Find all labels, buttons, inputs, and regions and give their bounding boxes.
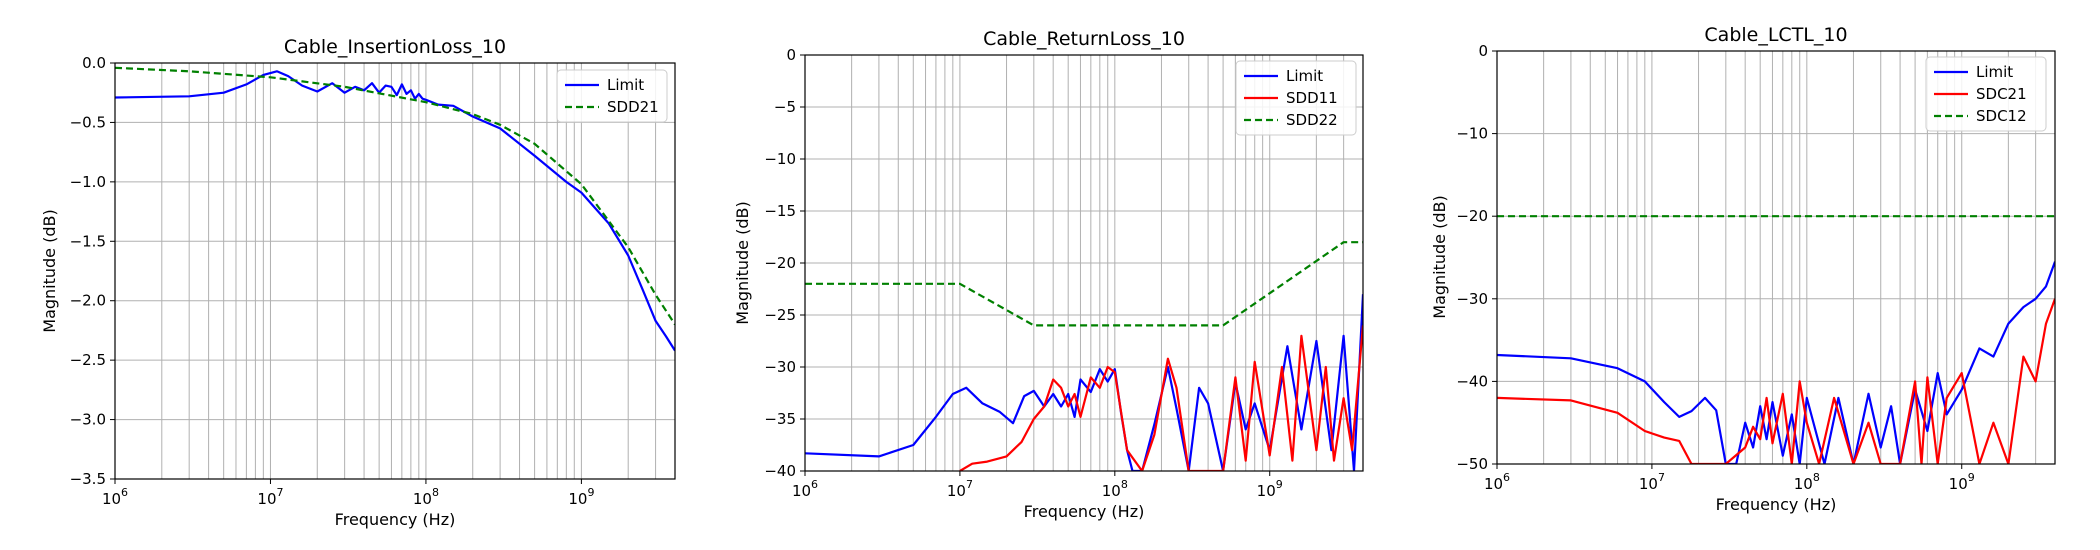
legend-box — [1925, 56, 2047, 132]
x-tick-label: 108 — [1102, 478, 1128, 500]
series-layer — [805, 241, 1363, 471]
y-tick-label: −1.5 — [70, 232, 106, 250]
y-tick-label: −2.0 — [70, 292, 106, 310]
y-tick-label: −40 — [1456, 372, 1488, 390]
x-tick-label: 107 — [947, 478, 973, 500]
series-line-limit — [115, 70, 675, 352]
x-tick-label: 108 — [1794, 471, 1820, 493]
y-tick-label: 0 — [1478, 42, 1488, 60]
y-tick-label: −20 — [764, 254, 796, 272]
legend-box — [1235, 60, 1357, 136]
series-layer — [115, 66, 675, 352]
subplot-insertion-loss: Cable_InsertionLoss_10 0.0 −0.5 −1.0 −1.5 −2… — [40, 36, 676, 529]
y-tick-label: −40 — [764, 462, 796, 480]
legend-label: Limit — [1976, 63, 2013, 81]
legend: Limit SDD21 — [556, 69, 668, 123]
x-axis-label: Frequency (Hz) — [335, 510, 456, 529]
y-axis-label: Magnitude (dB) — [40, 209, 59, 332]
y-tick-label: −15 — [764, 202, 796, 220]
y-axis-label: Magnitude (dB) — [1430, 195, 1449, 318]
y-tick-label: −30 — [1456, 290, 1488, 308]
y-tick-labels: 0 −10 −20 −30 −40 −50 — [1456, 42, 1497, 473]
y-tick-label: −35 — [764, 410, 796, 428]
y-tick-label: −5 — [774, 98, 796, 116]
legend: Limit SDD11 SDD22 — [1235, 60, 1357, 136]
legend-label: SDC12 — [1976, 107, 2027, 125]
axes-frame — [1496, 50, 2056, 465]
x-axis-label: Frequency (Hz) — [1716, 495, 1837, 514]
legend-label: Limit — [607, 76, 644, 94]
y-tick-labels: 0.0 −0.5 −1.0 −1.5 −2.0 −2.5 −3.0 −3.5 — [70, 54, 115, 488]
legend-label: Limit — [1286, 67, 1323, 85]
legend-label: SDD11 — [1286, 89, 1338, 107]
chart-title: Cable_InsertionLoss_10 — [284, 36, 506, 58]
y-tick-labels: 0 −5 −10 −15 −20 −25 −30 −35 −40 — [764, 46, 805, 480]
x-tick-label: 109 — [1257, 478, 1283, 500]
series-line-sdd22 — [805, 241, 1363, 327]
y-tick-label: −50 — [1456, 455, 1488, 473]
series-line-sdd21 — [115, 66, 675, 326]
x-tick-label: 106 — [792, 478, 818, 500]
y-tick-label: −3.0 — [70, 411, 106, 429]
axes-frame — [114, 62, 676, 480]
y-tick-label: −10 — [764, 150, 796, 168]
x-tick-labels: 106 107 108 109 — [102, 479, 594, 508]
legend-label: SDC21 — [1976, 85, 2027, 103]
x-axis-label: Frequency (Hz) — [1024, 502, 1145, 521]
y-tick-label: −3.5 — [70, 470, 106, 488]
y-tick-label: 0 — [786, 46, 796, 64]
legend-box — [556, 69, 668, 123]
y-tick-label: 0.0 — [82, 54, 106, 72]
subplot-lctl: Cable_LCTL_10 0 −10 −20 −30 −40 −50 106 107 108… — [1430, 24, 2056, 514]
x-tick-label: 107 — [257, 486, 283, 508]
subplot-return-loss: Cable_ReturnLoss_10 0 −5 −10 −15 −20 −25 −30 −3… — [733, 28, 1364, 521]
series-line-sdd11 — [959, 325, 1363, 471]
y-tick-label: −1.0 — [70, 173, 106, 191]
series-layer — [1497, 215, 2055, 464]
y-tick-label: −2.5 — [70, 351, 106, 369]
series-line-limit — [1497, 261, 2055, 464]
x-tick-labels: 106 107 108 109 — [1484, 464, 1975, 493]
legend: Limit SDC21 SDC12 — [1925, 56, 2047, 132]
legend-label: SDD21 — [607, 98, 659, 116]
x-tick-label: 107 — [1639, 471, 1665, 493]
x-tick-label: 106 — [102, 486, 128, 508]
y-tick-label: −0.5 — [70, 113, 106, 131]
y-tick-label: −30 — [764, 358, 796, 376]
y-tick-label: −10 — [1456, 125, 1488, 143]
chart-title: Cable_ReturnLoss_10 — [983, 28, 1185, 50]
x-tick-label: 109 — [568, 486, 594, 508]
y-tick-label: −20 — [1456, 207, 1488, 225]
legend-label: SDD22 — [1286, 111, 1338, 129]
chart-title: Cable_LCTL_10 — [1704, 24, 1847, 46]
y-axis-label: Magnitude (dB) — [733, 201, 752, 324]
y-tick-label: −25 — [764, 306, 796, 324]
x-tick-labels: 106 107 108 109 — [792, 471, 1283, 500]
x-tick-label: 109 — [1949, 471, 1975, 493]
x-tick-label: 106 — [1484, 471, 1510, 493]
grid-lines — [114, 62, 676, 480]
x-tick-label: 108 — [413, 486, 439, 508]
